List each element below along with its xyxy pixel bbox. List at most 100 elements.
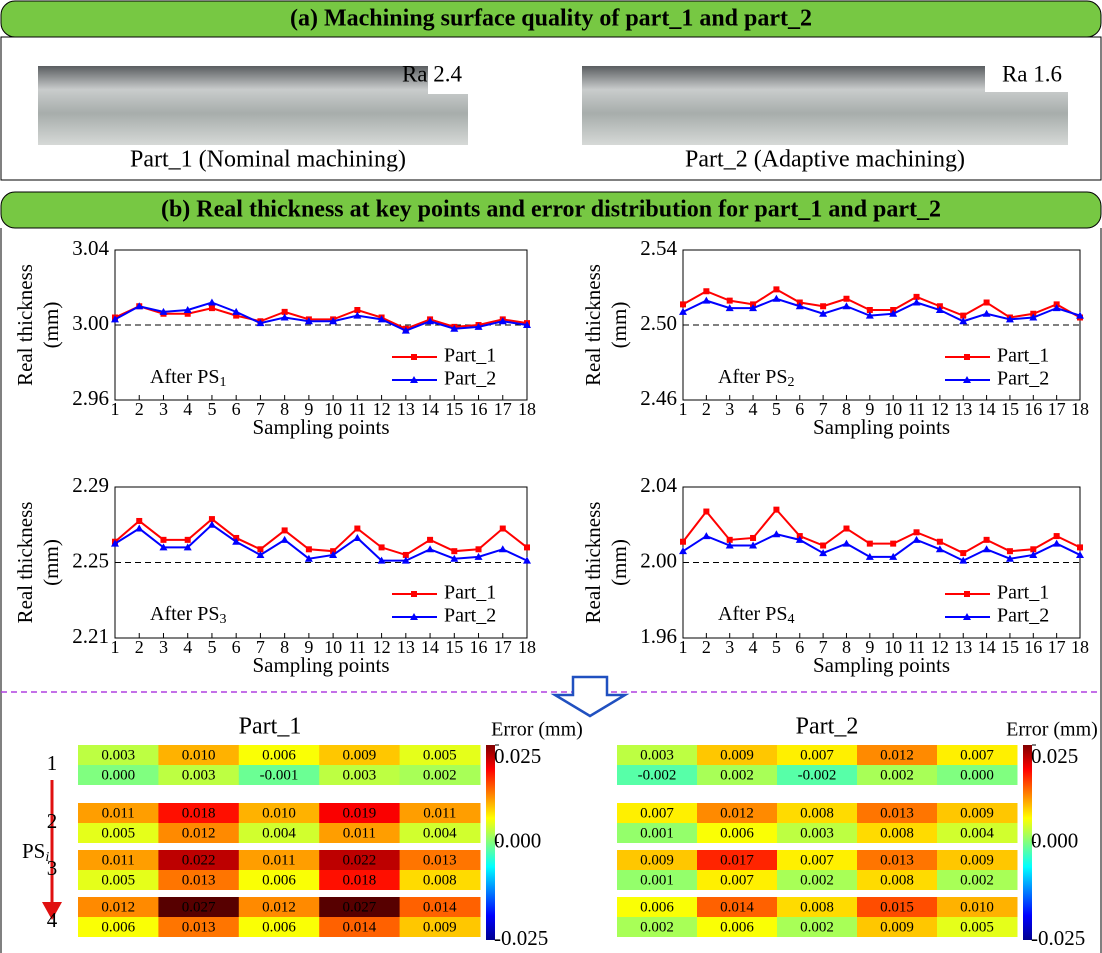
x-tick-label: 14 <box>421 399 439 419</box>
data-point <box>257 546 264 553</box>
x-tick-label: 15 <box>1001 637 1019 657</box>
label-box <box>432 60 468 92</box>
legend-marker <box>411 354 417 360</box>
legend-label: Part_1 <box>444 345 496 367</box>
cell-label: 0.003 <box>640 747 674 763</box>
data-point <box>305 546 312 553</box>
cell-label: 0.006 <box>262 747 296 763</box>
x-tick-label: 7 <box>819 399 828 419</box>
data-point <box>159 543 168 551</box>
data-point <box>959 556 968 564</box>
cell-label: 0.009 <box>720 747 754 763</box>
colorbar-tick-label: -0.025 <box>1031 926 1085 950</box>
cell-label: 0.004 <box>262 825 296 841</box>
x-axis-label: Sampling points <box>252 653 389 677</box>
cell-label: 0.000 <box>960 767 994 783</box>
annotation-text: After PS <box>718 366 787 388</box>
cell-label: 0.014 <box>720 899 754 915</box>
x-tick-label: 17 <box>1048 399 1066 419</box>
heatmap-cell <box>158 745 240 765</box>
data-point <box>773 506 780 513</box>
cell-label: 0.011 <box>343 825 376 841</box>
heatmap-cell <box>238 897 320 917</box>
stage-label: 3 <box>47 856 58 880</box>
cell-label: 0.012 <box>182 825 216 841</box>
legend-label: Part_1 <box>997 582 1049 604</box>
colorbar-label: Error (mm) <box>491 719 583 741</box>
y-axis-label: Real thickness <box>13 502 37 624</box>
x-tick-label: 13 <box>954 637 972 657</box>
data-point <box>159 307 168 315</box>
x-tick-label: 13 <box>397 637 415 657</box>
cell-label: 0.008 <box>880 872 914 888</box>
x-tick-label: 2 <box>702 637 711 657</box>
photo-caption: Part_1 (Nominal machining) <box>130 147 406 173</box>
data-point <box>208 305 215 312</box>
annotation: After PS3 <box>150 603 226 628</box>
data-point <box>207 298 216 306</box>
cell-label: 0.008 <box>880 825 914 841</box>
x-tick-label: 17 <box>494 637 512 657</box>
cell-label: 0.008 <box>800 805 834 821</box>
data-point <box>865 552 874 560</box>
cell-label: 0.011 <box>423 805 456 821</box>
data-point <box>523 321 531 328</box>
heatmap-cell <box>399 850 481 870</box>
heatmap-cell <box>238 850 320 870</box>
legend-label: Part_2 <box>444 605 496 627</box>
x-tick-label: 10 <box>884 637 902 657</box>
y-tick-label: 2.46 <box>640 386 677 410</box>
data-point <box>772 294 781 302</box>
y-axis-label: (mm) <box>39 539 63 586</box>
heatmap-cell <box>857 917 938 937</box>
cell-label: 0.008 <box>800 899 834 915</box>
data-point <box>982 545 991 553</box>
x-tick-label: 10 <box>324 399 342 419</box>
data-point <box>866 540 873 547</box>
x-tick-label: 4 <box>183 399 192 419</box>
heatmap-cell <box>617 823 698 843</box>
panel-b-header <box>0 191 1102 229</box>
colorbar-label: Error (mm) <box>1006 719 1098 741</box>
y-axis-label: (mm) <box>607 539 631 586</box>
cell-label: 0.002 <box>880 767 914 783</box>
x-tick-label: 11 <box>908 399 925 419</box>
x-tick-label: 3 <box>159 399 168 419</box>
x-tick-label: 16 <box>470 399 488 419</box>
heatmap-cell <box>158 803 240 823</box>
heatmap-cell <box>399 803 481 823</box>
stage-axis-text: PS <box>22 839 45 863</box>
data-point <box>207 520 216 528</box>
heatmap-cell <box>777 850 858 870</box>
cell-label: 0.018 <box>182 805 216 821</box>
data-point <box>795 302 804 310</box>
data-point <box>353 533 362 541</box>
stage-axis-subscript: i <box>45 850 49 865</box>
x-tick-label: 6 <box>232 399 241 419</box>
x-tick-label: 1 <box>679 637 688 657</box>
data-point <box>450 554 459 562</box>
x-tick-label: 18 <box>518 399 536 419</box>
x-tick-label: 8 <box>280 637 289 657</box>
y-axis-label: Real thickness <box>581 502 605 624</box>
heatmap-cell <box>399 917 481 937</box>
x-tick-label: 1 <box>111 399 120 419</box>
data-point <box>304 554 313 562</box>
cell-label: 0.009 <box>960 805 994 821</box>
data-point <box>184 536 191 543</box>
cell-label: 0.009 <box>423 919 457 935</box>
data-point <box>703 508 710 515</box>
data-point <box>184 310 191 317</box>
data-point <box>232 537 241 545</box>
x-tick-label: 5 <box>772 637 781 657</box>
data-point <box>749 304 758 312</box>
data-point <box>451 548 458 555</box>
cell-label: 0.003 <box>800 825 834 841</box>
data-point <box>401 556 410 564</box>
cell-label: 0.006 <box>262 872 296 888</box>
cell-label: 0.000 <box>101 767 135 783</box>
cell-label: 0.004 <box>960 825 994 841</box>
heatmap-cell <box>78 850 159 870</box>
heatmap-cell <box>617 897 698 917</box>
